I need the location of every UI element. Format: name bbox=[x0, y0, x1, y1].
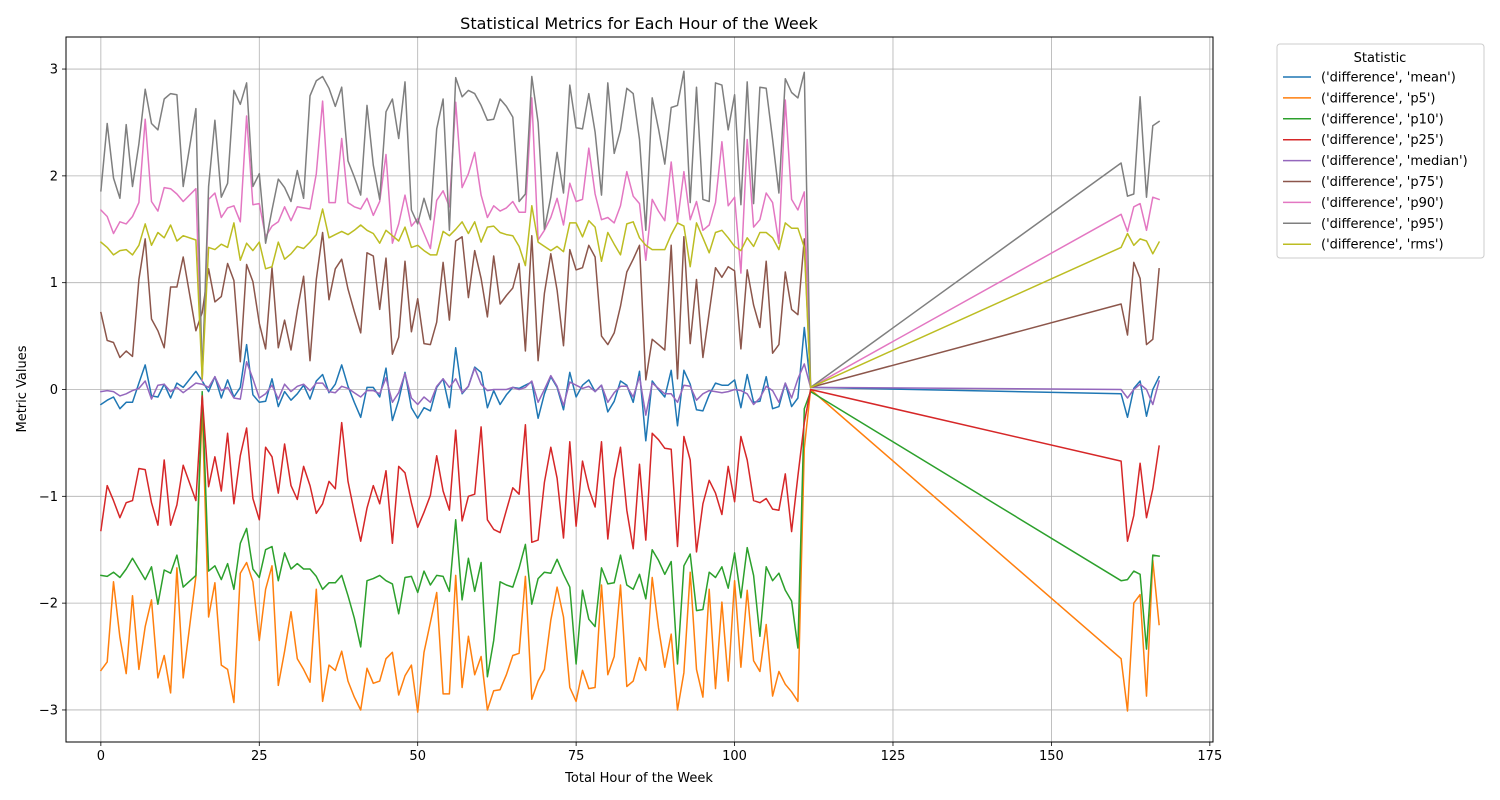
series-line bbox=[100, 70, 1161, 389]
y-tick-label: 3 bbox=[50, 63, 58, 78]
legend-label: ('difference', 'mean') bbox=[1321, 71, 1456, 86]
chart-title: Statistical Metrics for Each Hour of the… bbox=[460, 14, 818, 33]
x-tick-label: 175 bbox=[1197, 749, 1222, 764]
legend-label: ('difference', 'p5') bbox=[1321, 91, 1436, 106]
legend-title: Statistic bbox=[1354, 51, 1407, 66]
series-lines bbox=[99, 70, 1161, 713]
x-tick-label: 150 bbox=[1039, 749, 1064, 764]
legend-label: ('difference', 'p75') bbox=[1321, 175, 1444, 190]
x-tick-label: 125 bbox=[881, 749, 906, 764]
series-line bbox=[100, 390, 1160, 678]
series-line bbox=[99, 326, 1161, 442]
legend-label: ('difference', 'p25') bbox=[1321, 133, 1444, 148]
series-line bbox=[99, 205, 1161, 389]
x-axis-title: Total Hour of the Week bbox=[564, 771, 713, 786]
y-tick-label: 1 bbox=[50, 276, 58, 291]
y-tick-label: −1 bbox=[39, 490, 58, 505]
series-line bbox=[99, 97, 1161, 389]
x-tick-label: 50 bbox=[409, 749, 426, 764]
legend-label: ('difference', 'p10') bbox=[1321, 112, 1444, 127]
legend-label: ('difference', 'p95') bbox=[1321, 217, 1444, 232]
x-axis-ticks: 0 25 50 75 100 125 150 175 bbox=[97, 742, 1222, 764]
y-tick-label: 0 bbox=[50, 383, 58, 398]
x-tick-label: 75 bbox=[568, 749, 585, 764]
legend-box bbox=[1276, 43, 1485, 259]
x-tick-label: 100 bbox=[722, 749, 747, 764]
legend-label: ('difference', 'median') bbox=[1321, 154, 1468, 169]
y-axis-ticks: −3 −2 −1 0 1 2 3 bbox=[39, 63, 66, 718]
legend-label: ('difference', 'rms') bbox=[1321, 238, 1444, 253]
y-tick-label: 2 bbox=[50, 169, 58, 184]
series-line bbox=[100, 388, 1160, 553]
series-line bbox=[100, 360, 1161, 416]
y-tick-label: −2 bbox=[39, 597, 58, 612]
legend-label: ('difference', 'p90') bbox=[1321, 196, 1444, 211]
x-tick-label: 0 bbox=[97, 749, 105, 764]
series-line bbox=[99, 388, 1160, 713]
x-tick-label: 25 bbox=[251, 749, 268, 764]
legend-items: ('difference', 'mean') ('difference', 'p5… bbox=[1283, 71, 1468, 253]
y-axis-title: Metric Values bbox=[15, 345, 30, 432]
series-line bbox=[100, 231, 1160, 389]
y-tick-label: −3 bbox=[39, 703, 58, 718]
legend: Statistic ('difference', 'mean')('differ… bbox=[1276, 43, 1485, 259]
